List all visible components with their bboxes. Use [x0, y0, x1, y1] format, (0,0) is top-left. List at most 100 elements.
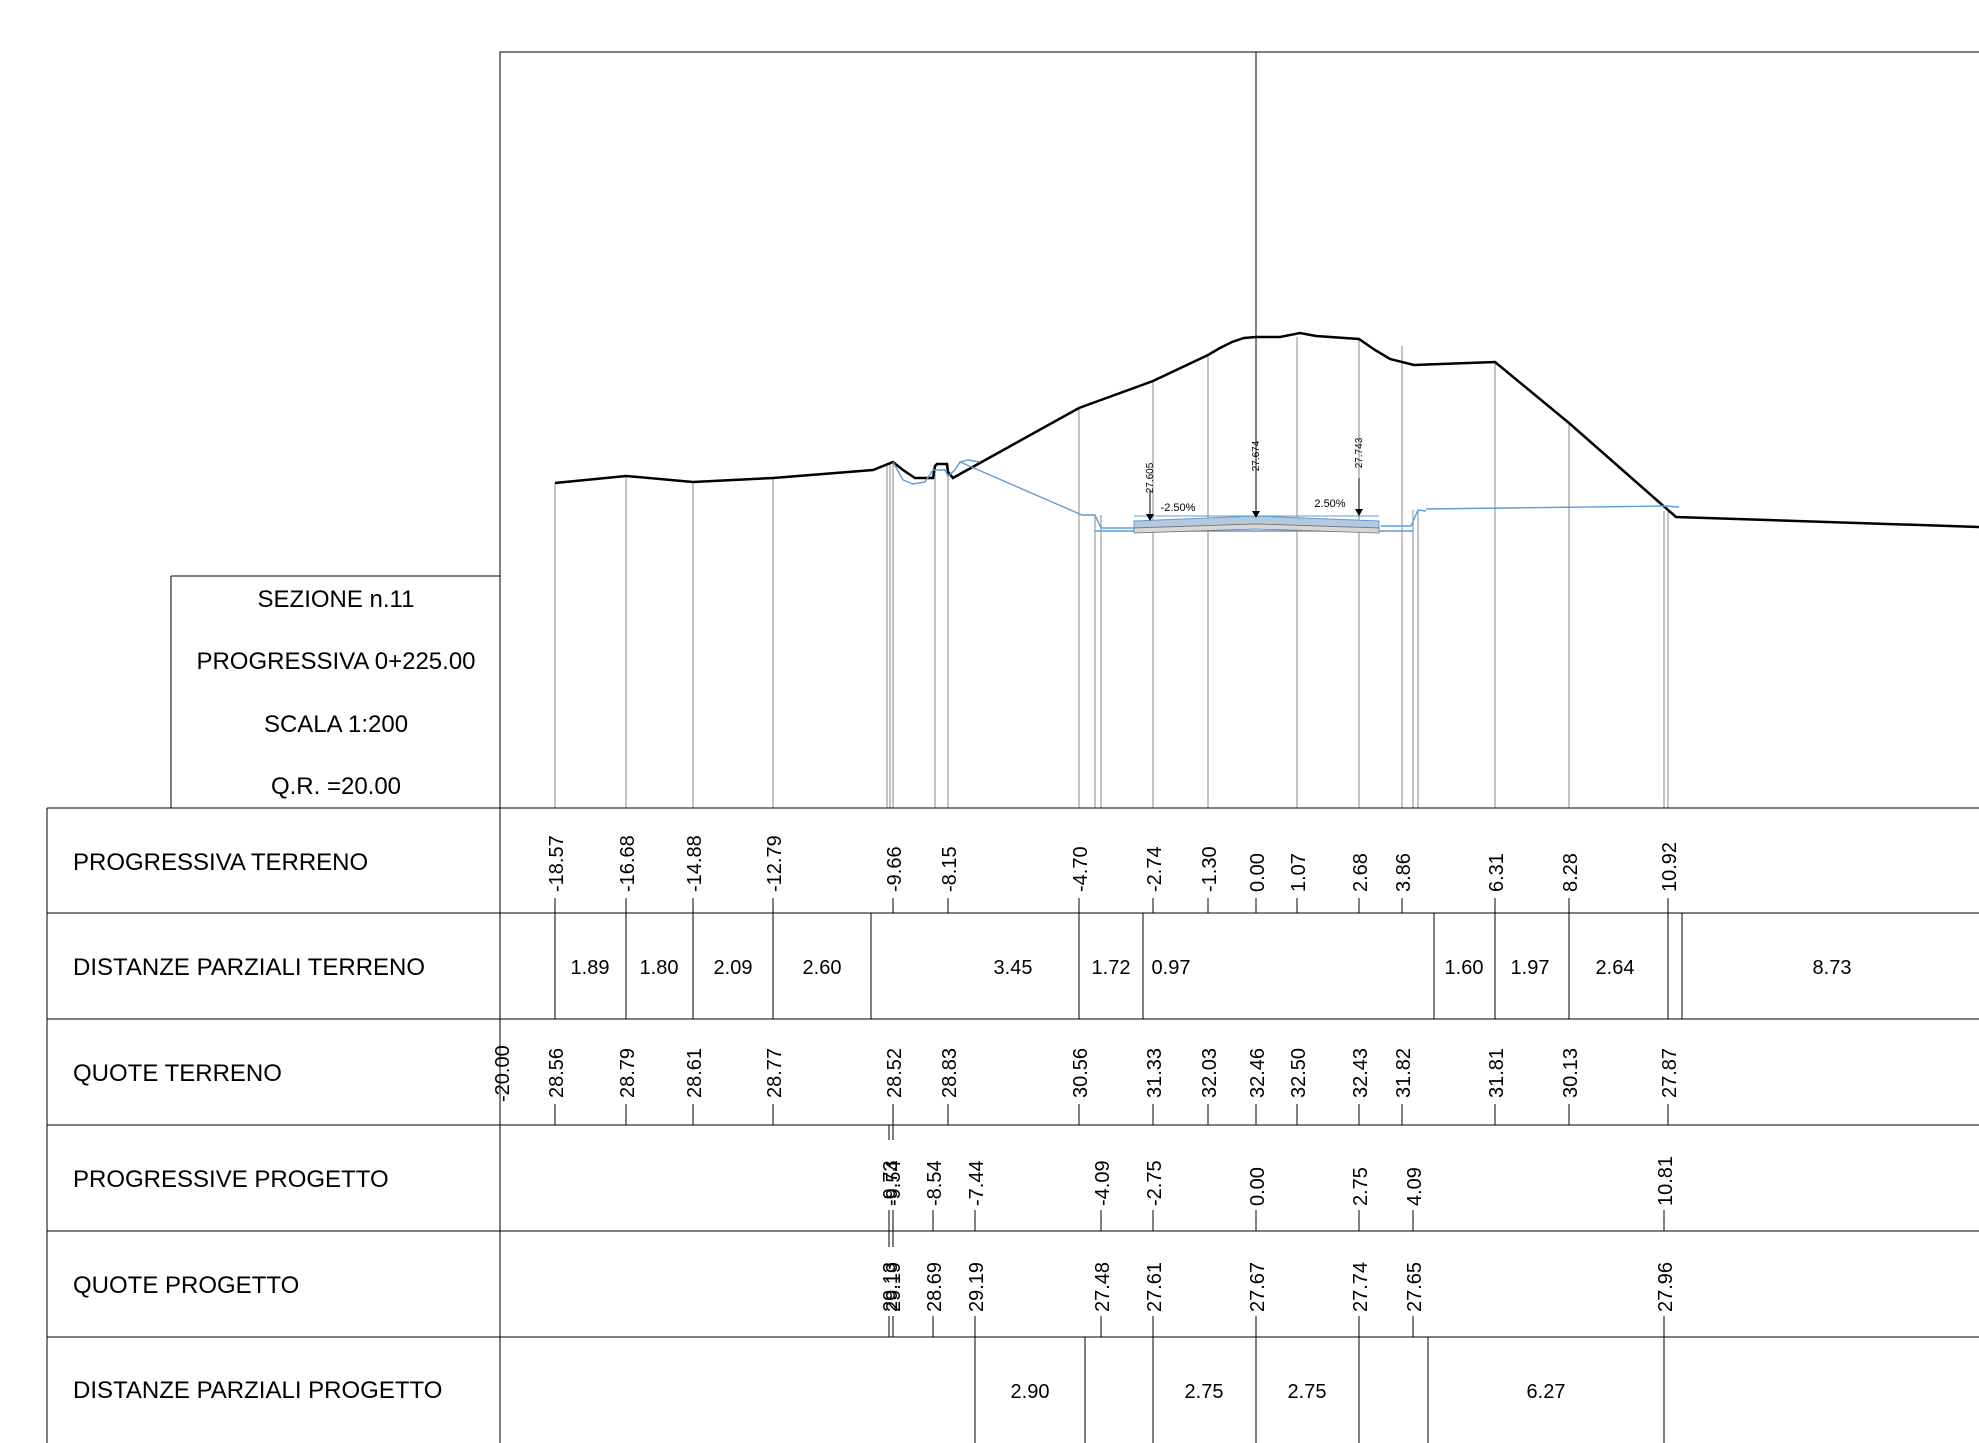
prog-progetto-value: -2.75	[1144, 1160, 1166, 1206]
quote-progetto-value: 27.65	[1404, 1262, 1426, 1312]
prog-progetto-value: -8.54	[924, 1160, 946, 1206]
quote-terreno-value: 31.81	[1486, 1048, 1508, 1098]
quote-progetto-value: 27.61	[1144, 1262, 1166, 1312]
row-prog-progetto-ticks	[888, 1125, 1665, 1231]
dist-terreno-value: 2.64	[1596, 957, 1635, 979]
row-quote-terreno-ticks	[554, 1104, 1669, 1125]
data-table-grid	[46, 807, 1979, 1443]
elevation-center-label: 27.674	[1251, 440, 1262, 471]
row-label-dist-terreno: DISTANZE PARZIALI TERRENO	[73, 954, 425, 981]
dist-terreno-value: 2.09	[714, 957, 753, 979]
prog-terreno-value: -12.79	[764, 835, 786, 892]
pavement-package	[1133, 515, 1380, 534]
quote-progetto-value: 27.74	[1350, 1262, 1372, 1312]
prog-progetto-value: 4.09	[1404, 1167, 1426, 1206]
terrain-profile	[554, 331, 1979, 529]
prog-terreno-value: -2.74	[1144, 846, 1166, 892]
prog-progetto-value: -7.44	[966, 1160, 988, 1206]
prog-progetto-value: -4.09	[1092, 1160, 1114, 1206]
scale-label: SCALA 1:200	[264, 711, 408, 738]
quote-terreno-value: 32.03	[1199, 1048, 1221, 1098]
quote-terreno-value: 28.79	[617, 1048, 639, 1098]
prog-progetto-value: -9.54	[883, 1160, 905, 1206]
dist-terreno-value: 1.97	[1511, 957, 1550, 979]
row-label-prog-progetto: PROGRESSIVE PROGETTO	[73, 1166, 389, 1193]
dist-terreno-value: 1.60	[1445, 957, 1484, 979]
elevation-markers: 27.605 27.674 27.743 -2.50% 2.50%	[1145, 437, 1365, 521]
prog-terreno-value: 3.86	[1393, 853, 1415, 892]
quote-progetto-value: 29.19	[966, 1262, 988, 1312]
section-title: SEZIONE n.11	[258, 586, 415, 613]
prog-terreno-value: 8.28	[1560, 853, 1582, 892]
prog-terreno-value: -1.30	[1199, 846, 1221, 892]
quote-terreno-value: 31.33	[1144, 1048, 1166, 1098]
row-quote-progetto-ticks	[888, 1231, 1665, 1337]
row-labels: PROGRESSIVA TERRENO DISTANZE PARZIALI TE…	[73, 849, 442, 1404]
slope-right-label: 2.50%	[1314, 498, 1345, 510]
quote-progetto-value: 29.19	[883, 1262, 905, 1312]
quote-terreno-value: 32.46	[1247, 1048, 1269, 1098]
row-quote-progetto-values: 29.13 29.19 28.69 29.19 27.48 27.61 27.6…	[880, 1262, 1677, 1312]
quote-terreno-value: 30.56	[1070, 1048, 1092, 1098]
dist-terreno-value: 3.45	[994, 957, 1033, 979]
row-label-dist-progetto: DISTANZE PARZIALI PROGETTO	[73, 1377, 442, 1404]
quote-terreno-value: 32.50	[1288, 1048, 1310, 1098]
quote-terreno-value: 27.87	[1659, 1048, 1681, 1098]
info-box: SEZIONE n.11 PROGRESSIVA 0+225.00 SCALA …	[170, 575, 500, 808]
quote-terreno-ref: -20.00	[492, 1045, 514, 1102]
row-prog-progetto-values: -9.73 -9.54 -8.54 -7.44 -4.09 -2.75 0.00…	[880, 1156, 1677, 1206]
row-label-quote-terreno: QUOTE TERRENO	[73, 1060, 282, 1087]
quote-progetto-value: 29.13	[880, 1262, 902, 1312]
terrain-projection-lines	[554, 337, 1669, 808]
prog-terreno-value: 6.31	[1486, 853, 1508, 892]
quote-progetto-value: 27.67	[1247, 1262, 1269, 1312]
quote-terreno-value: 28.61	[684, 1048, 706, 1098]
dist-terreno-value: 1.72	[1092, 957, 1131, 979]
prog-terreno-value: 0.00	[1247, 853, 1269, 892]
prog-terreno-value: -16.68	[617, 835, 639, 892]
dist-progetto-value: 2.90	[1011, 1381, 1050, 1403]
prog-terreno-value: 1.07	[1288, 853, 1310, 892]
progressive-label: PROGRESSIVA 0+225.00	[196, 648, 475, 675]
row-dist-terreno-values: 1.89 1.80 2.09 2.60 3.45 1.72 0.97 1.60 …	[571, 957, 1852, 979]
dist-progetto-value: 2.75	[1288, 1381, 1327, 1403]
quote-terreno-value: 28.83	[939, 1048, 961, 1098]
prog-terreno-value: 2.68	[1350, 853, 1372, 892]
prog-terreno-value: -8.15	[939, 846, 961, 892]
dist-progetto-value: 6.27	[1527, 1381, 1566, 1403]
quote-terreno-value: 31.82	[1393, 1048, 1415, 1098]
prog-terreno-value: -9.66	[884, 846, 906, 892]
dist-terreno-value: 2.60	[803, 957, 842, 979]
prog-terreno-value: -4.70	[1070, 846, 1092, 892]
elevation-right-label: 27.743	[1354, 437, 1365, 468]
dist-terreno-value: 1.80	[640, 957, 679, 979]
row-prog-terreno-values: -18.57 -16.68 -14.88 -12.79 -9.66 -8.15 …	[546, 835, 1681, 892]
quote-progetto-value: 27.48	[1092, 1262, 1114, 1312]
prog-terreno-value: -14.88	[684, 835, 706, 892]
quote-terreno-value: 28.52	[884, 1048, 906, 1098]
quote-progetto-value: 27.96	[1655, 1262, 1677, 1312]
row-quote-terreno-values: -20.00 28.56 28.79 28.61 28.77 28.52 28.…	[492, 1045, 1681, 1102]
quote-terreno-value: 28.56	[546, 1048, 568, 1098]
quote-terreno-value: 28.77	[764, 1048, 786, 1098]
row-prog-terreno	[554, 898, 1669, 913]
row-dist-progetto-values: 2.90 2.75 2.75 6.27	[1011, 1381, 1566, 1403]
row-dist-terreno-dividers	[554, 913, 1683, 1019]
prog-terreno-value: 10.92	[1659, 842, 1681, 892]
slope-left-label: -2.50%	[1161, 502, 1196, 514]
row-label-prog-terreno: PROGRESSIVA TERRENO	[73, 849, 368, 876]
row-label-quote-progetto: QUOTE PROGETTO	[73, 1272, 299, 1299]
prog-progetto-value: 10.81	[1655, 1156, 1677, 1206]
dist-progetto-value: 2.75	[1185, 1381, 1224, 1403]
quote-progetto-value: 28.69	[924, 1262, 946, 1312]
dist-terreno-value: 1.89	[571, 957, 610, 979]
row-dist-progetto-dividers	[974, 1337, 1665, 1443]
reference-elevation-label: Q.R. =20.00	[271, 773, 401, 800]
prog-progetto-value: -9.73	[880, 1160, 902, 1206]
dist-terreno-value: 0.97	[1152, 957, 1191, 979]
prog-progetto-value: 2.75	[1350, 1167, 1372, 1206]
section-frame	[499, 51, 1979, 808]
dist-terreno-value: 8.73	[1813, 957, 1852, 979]
prog-terreno-value: -18.57	[546, 835, 568, 892]
